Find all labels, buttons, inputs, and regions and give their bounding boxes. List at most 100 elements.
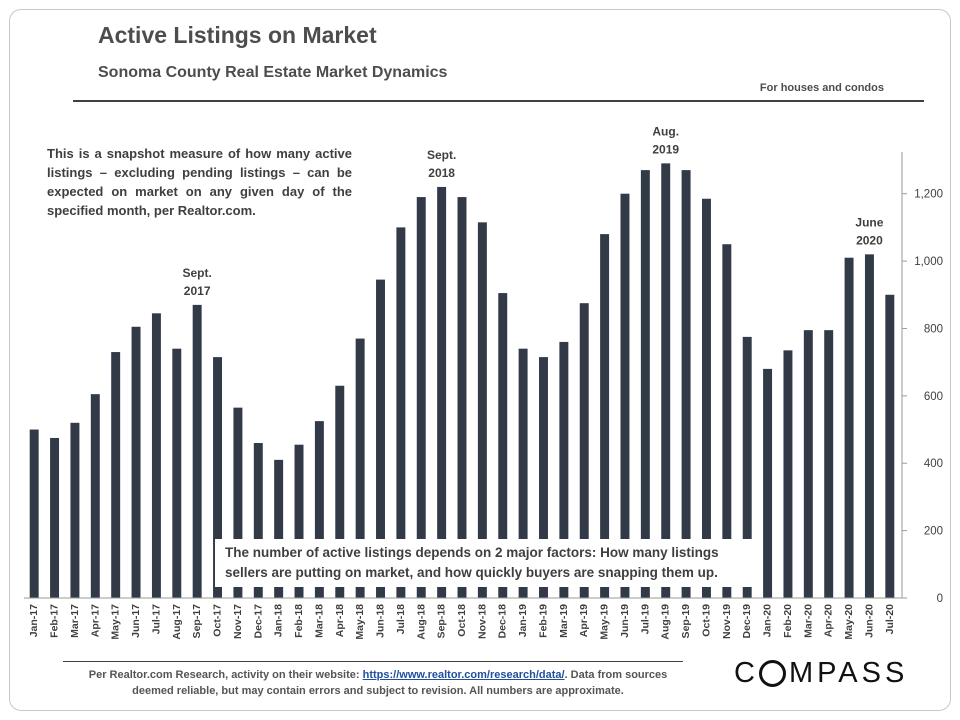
bar-Feb-20: [783, 350, 793, 598]
bar-Jun-19: [620, 193, 630, 598]
x-tick-label: Nov-17: [232, 604, 244, 639]
bar-Feb-17: [50, 437, 60, 598]
x-tick-label: Jul-17: [150, 604, 162, 635]
x-tick-label: Feb-18: [293, 604, 305, 638]
bar-Aug-17: [172, 348, 182, 598]
x-tick-label: Mar-19: [558, 604, 570, 638]
x-tick-label: Aug-17: [171, 604, 183, 640]
x-tick-label: Oct-18: [456, 604, 468, 637]
x-tick-label: Jan-19: [517, 604, 529, 637]
x-tick-label: Nov-18: [476, 604, 488, 639]
compass-logo: C MPASS: [734, 657, 908, 690]
bar-Dec-17: [253, 443, 263, 598]
x-tick-label: Mar-18: [313, 604, 325, 638]
bar-May-19: [600, 234, 610, 598]
bar-Jan-20: [763, 368, 773, 598]
bar-Oct-17: [213, 357, 223, 598]
x-tick-label: Feb-17: [49, 604, 61, 638]
bar-Nov-17: [233, 407, 243, 598]
callout-box: The number of active listings depends on…: [215, 539, 756, 587]
annotation-label: 2019: [652, 142, 679, 156]
source-prefix: Per Realtor.com Research, activity on th…: [88, 669, 363, 681]
x-tick-label: Jan-17: [28, 604, 40, 637]
annotation-label: 2018: [428, 166, 455, 180]
brand-o-ring-icon: [758, 660, 786, 687]
y-tick-label: 1,000: [914, 256, 943, 268]
bar-May-20: [844, 257, 854, 598]
annotation-label: Sept.: [427, 148, 456, 162]
bar-Aug-18: [416, 197, 426, 598]
x-tick-label: Aug-19: [660, 604, 672, 640]
x-tick-label: Apr-20: [823, 604, 835, 637]
bar-Jan-18: [274, 459, 284, 598]
bar-Jan-17: [29, 429, 39, 598]
bar-Nov-19: [722, 244, 732, 599]
bar-Sep-19: [681, 170, 691, 599]
bar-Oct-19: [701, 198, 711, 598]
y-tick-label: 0: [937, 593, 943, 605]
chart-title: Active Listings on Market: [98, 22, 377, 48]
bar-Sep-17: [192, 304, 202, 598]
x-tick-label: Jul-20: [884, 604, 896, 635]
y-tick-label: 800: [924, 323, 943, 335]
bar-Nov-18: [477, 222, 487, 598]
bar-Jul-20: [885, 294, 895, 598]
scope-note: For houses and condos: [759, 82, 884, 94]
bar-Mar-19: [559, 341, 569, 598]
x-tick-label: Sep-19: [680, 604, 692, 639]
bar-Jul-19: [640, 170, 650, 599]
bar-Aug-19: [661, 163, 671, 598]
bar-Apr-20: [824, 330, 834, 598]
bar-Apr-19: [579, 303, 589, 598]
y-tick-label: 1,200: [914, 189, 943, 201]
x-tick-label: Jun-19: [619, 604, 631, 638]
annotation-label: Sept.: [182, 266, 211, 280]
bar-Jun-20: [864, 254, 874, 598]
x-tick-label: Jul-18: [395, 604, 407, 635]
bar-May-17: [111, 352, 121, 598]
bar-Jan-19: [518, 348, 528, 598]
x-tick-label: Nov-19: [721, 604, 733, 639]
brand-letter-c: C: [734, 657, 759, 689]
x-tick-label: Oct-17: [212, 604, 224, 637]
annotation-label: 2017: [184, 284, 211, 298]
x-tick-label: Apr-17: [89, 604, 101, 637]
annotation-label: June: [855, 215, 883, 229]
bar-Jul-18: [396, 227, 406, 598]
bar-Dec-19: [742, 336, 752, 598]
bar-May-18: [355, 338, 365, 598]
x-tick-label: Oct-19: [700, 604, 712, 637]
bar-Feb-18: [294, 444, 304, 598]
x-tick-label: Sep-17: [191, 604, 203, 639]
source-note: Per Realtor.com Research, activity on th…: [68, 667, 688, 699]
footer-divider: [63, 661, 683, 662]
x-tick-label: May-19: [599, 604, 611, 640]
x-tick-label: Aug-18: [415, 604, 427, 640]
bar-Jul-17: [151, 313, 161, 598]
x-tick-label: Mar-17: [69, 604, 81, 638]
source-suffix: . Data from sources deemed reliable, but…: [132, 669, 668, 697]
annotation-label: Aug.: [652, 124, 679, 138]
source-link[interactable]: https://www.realtor.com/research/data/: [362, 669, 565, 681]
bar-Jun-18: [376, 279, 385, 598]
annotation-label: 2020: [856, 233, 883, 247]
bar-Sep-18: [437, 186, 447, 598]
x-tick-label: Feb-19: [537, 604, 549, 638]
x-tick-label: Jun-18: [375, 604, 387, 638]
x-tick-label: May-20: [843, 604, 855, 640]
chart-subtitle: Sonoma County Real Estate Market Dynamic…: [98, 64, 448, 81]
brand-letters: MPASS: [788, 657, 909, 689]
x-tick-label: Jun-17: [130, 604, 142, 638]
bar-Apr-17: [90, 394, 100, 598]
bar-Jun-17: [131, 326, 141, 598]
x-tick-label: Apr-18: [334, 604, 346, 637]
bar-Feb-19: [539, 357, 548, 598]
x-tick-label: Jan-20: [762, 604, 774, 637]
description-text: This is a snapshot measure of how many a…: [47, 146, 352, 218]
x-tick-label: Sep-18: [436, 604, 448, 639]
x-tick-label: Jul-19: [639, 604, 651, 635]
bar-Apr-18: [335, 385, 345, 598]
x-tick-label: Jun-20: [863, 604, 875, 638]
bar-Mar-17: [70, 422, 80, 598]
